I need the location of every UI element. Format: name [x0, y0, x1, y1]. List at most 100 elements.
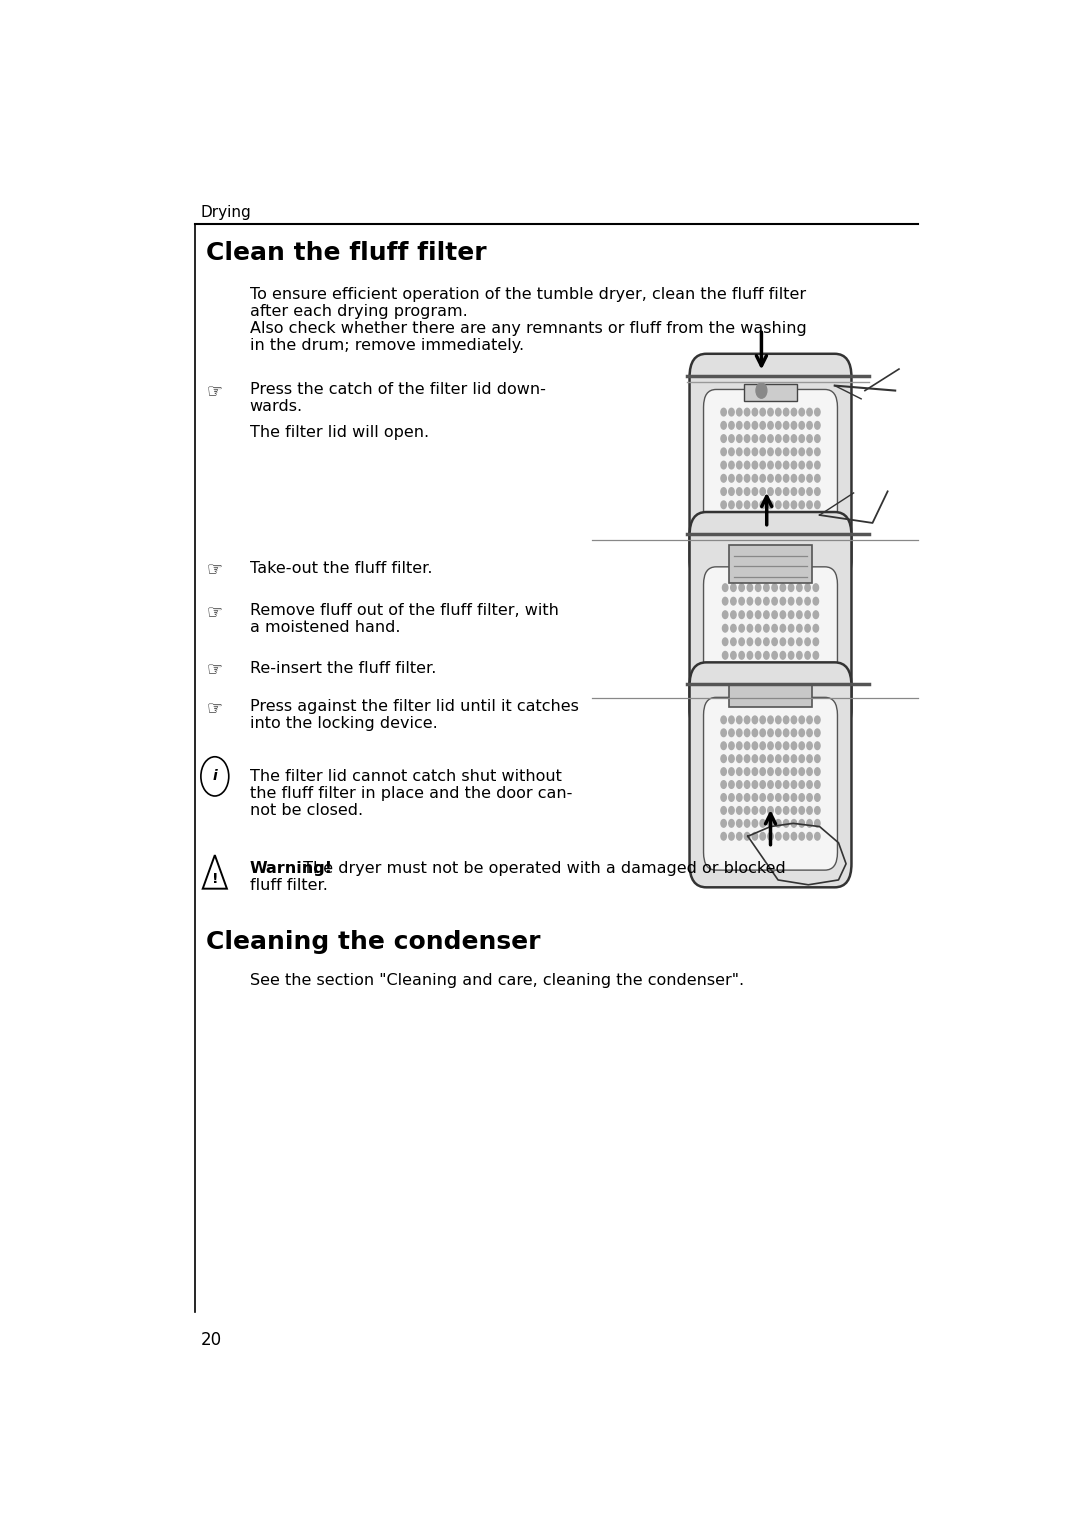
Circle shape — [755, 651, 760, 659]
Text: a moistened hand.: a moistened hand. — [249, 621, 401, 635]
Circle shape — [752, 781, 757, 789]
Circle shape — [768, 488, 773, 495]
Circle shape — [768, 768, 773, 775]
Circle shape — [807, 408, 812, 416]
Circle shape — [799, 462, 805, 469]
Circle shape — [792, 514, 797, 521]
Circle shape — [792, 781, 797, 789]
Circle shape — [731, 651, 737, 659]
Text: the fluff filter in place and the door can-: the fluff filter in place and the door c… — [249, 786, 572, 801]
Circle shape — [737, 716, 742, 723]
Circle shape — [744, 729, 750, 737]
Circle shape — [814, 832, 820, 839]
Circle shape — [721, 716, 727, 723]
Circle shape — [764, 651, 769, 659]
Circle shape — [807, 528, 812, 535]
Circle shape — [775, 820, 781, 827]
Circle shape — [788, 624, 794, 631]
Circle shape — [721, 488, 727, 495]
Circle shape — [814, 514, 820, 521]
Circle shape — [744, 528, 750, 535]
Circle shape — [772, 665, 778, 673]
Circle shape — [747, 679, 753, 687]
Circle shape — [788, 679, 794, 687]
Circle shape — [792, 794, 797, 801]
Circle shape — [783, 716, 788, 723]
FancyBboxPatch shape — [689, 353, 851, 583]
Circle shape — [783, 434, 788, 442]
Circle shape — [721, 768, 727, 775]
Circle shape — [729, 729, 734, 737]
Circle shape — [752, 488, 757, 495]
Circle shape — [755, 584, 760, 592]
Circle shape — [721, 807, 727, 815]
Circle shape — [780, 612, 785, 619]
Circle shape — [805, 612, 810, 619]
Circle shape — [783, 502, 788, 509]
Circle shape — [729, 514, 734, 521]
Circle shape — [768, 528, 773, 535]
Text: !: ! — [212, 873, 218, 887]
Circle shape — [792, 448, 797, 456]
Circle shape — [775, 434, 781, 442]
Circle shape — [814, 820, 820, 827]
Text: ☞: ☞ — [206, 561, 222, 579]
Circle shape — [760, 488, 766, 495]
Circle shape — [744, 742, 750, 749]
Circle shape — [729, 742, 734, 749]
Circle shape — [723, 612, 728, 619]
Circle shape — [737, 755, 742, 763]
Circle shape — [752, 768, 757, 775]
Circle shape — [768, 742, 773, 749]
Circle shape — [752, 434, 757, 442]
Text: The filter lid cannot catch shut without: The filter lid cannot catch shut without — [249, 769, 562, 784]
Circle shape — [775, 794, 781, 801]
Circle shape — [814, 729, 820, 737]
Circle shape — [744, 502, 750, 509]
Circle shape — [797, 584, 802, 592]
Circle shape — [775, 488, 781, 495]
Circle shape — [768, 474, 773, 482]
Circle shape — [768, 514, 773, 521]
Circle shape — [814, 462, 820, 469]
Text: ☞: ☞ — [206, 661, 222, 679]
Text: Clean the fluff filter: Clean the fluff filter — [206, 242, 487, 265]
Circle shape — [747, 584, 753, 592]
Circle shape — [737, 434, 742, 442]
Circle shape — [805, 584, 810, 592]
Circle shape — [788, 638, 794, 645]
Circle shape — [797, 665, 802, 673]
Circle shape — [783, 768, 788, 775]
FancyBboxPatch shape — [703, 697, 837, 870]
Circle shape — [799, 729, 805, 737]
Circle shape — [799, 502, 805, 509]
Circle shape — [772, 598, 778, 605]
Circle shape — [768, 448, 773, 456]
Circle shape — [760, 832, 766, 839]
Circle shape — [807, 755, 812, 763]
Circle shape — [814, 408, 820, 416]
Circle shape — [744, 408, 750, 416]
Circle shape — [775, 474, 781, 482]
Circle shape — [744, 434, 750, 442]
Circle shape — [799, 807, 805, 815]
Circle shape — [744, 794, 750, 801]
Circle shape — [814, 502, 820, 509]
Circle shape — [744, 781, 750, 789]
Circle shape — [792, 462, 797, 469]
Circle shape — [792, 716, 797, 723]
Circle shape — [814, 434, 820, 442]
Circle shape — [760, 434, 766, 442]
Text: ☞: ☞ — [206, 602, 222, 621]
Circle shape — [747, 638, 753, 645]
Circle shape — [799, 716, 805, 723]
Circle shape — [760, 716, 766, 723]
Circle shape — [775, 742, 781, 749]
Circle shape — [814, 781, 820, 789]
Circle shape — [807, 716, 812, 723]
Circle shape — [737, 408, 742, 416]
Text: The filter lid will open.: The filter lid will open. — [249, 425, 429, 440]
Circle shape — [737, 514, 742, 521]
Circle shape — [721, 408, 727, 416]
Circle shape — [737, 807, 742, 815]
